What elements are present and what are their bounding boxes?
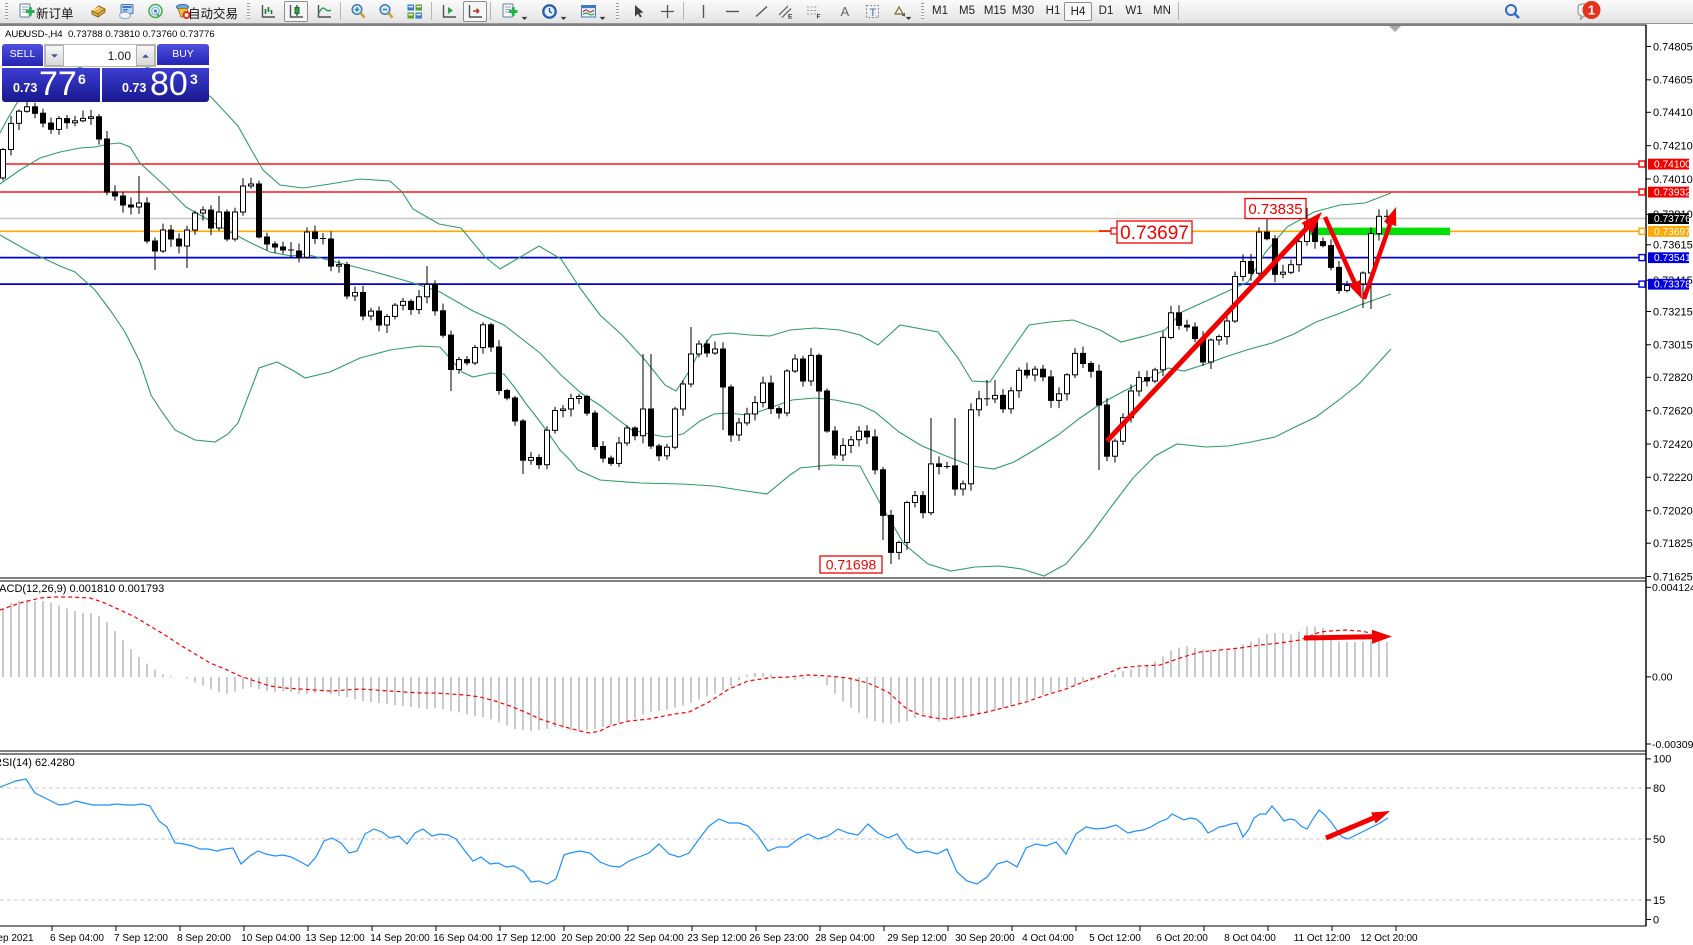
- svg-text:20 Sep 20:00: 20 Sep 20:00: [561, 933, 621, 944]
- svg-text:0.73776: 0.73776: [1654, 214, 1691, 225]
- svg-text:5 Oct 12:00: 5 Oct 12:00: [1089, 933, 1141, 944]
- svg-text:100: 100: [1653, 754, 1671, 766]
- svg-text:0.74210: 0.74210: [1653, 141, 1693, 153]
- svg-text:0.72420: 0.72420: [1653, 439, 1693, 451]
- svg-text:MACD(12,26,9) 0.001810 0.00179: MACD(12,26,9) 0.001810 0.001793: [0, 583, 164, 595]
- svg-text:6 Oct 20:00: 6 Oct 20:00: [1156, 933, 1208, 944]
- svg-text:1: 1: [1588, 2, 1595, 17]
- svg-text:F: F: [816, 14, 820, 21]
- svg-text:3 Sep 2021: 3 Sep 2021: [0, 933, 34, 944]
- svg-text:13 Sep 12:00: 13 Sep 12:00: [305, 933, 365, 944]
- svg-text:0.74010: 0.74010: [1653, 174, 1693, 186]
- svg-text:22 Sep 04:00: 22 Sep 04:00: [624, 933, 684, 944]
- svg-text:0.72220: 0.72220: [1653, 472, 1693, 484]
- svg-text:50: 50: [1653, 834, 1665, 846]
- svg-text:0.73932: 0.73932: [1654, 188, 1691, 199]
- svg-text:8 Oct 04:00: 8 Oct 04:00: [1224, 933, 1276, 944]
- svg-text:0.73697: 0.73697: [1654, 227, 1691, 238]
- svg-text:15: 15: [1653, 895, 1665, 907]
- svg-text:0: 0: [1653, 914, 1659, 926]
- svg-text:T: T: [869, 7, 876, 19]
- svg-text:26 Sep 23:00: 26 Sep 23:00: [749, 933, 809, 944]
- svg-text:A: A: [840, 4, 849, 19]
- svg-text:28 Sep 04:00: 28 Sep 04:00: [815, 933, 875, 944]
- svg-text:0.74805: 0.74805: [1653, 41, 1693, 53]
- svg-text:0.00: 0.00: [1652, 672, 1673, 684]
- svg-text:11 Oct 12:00: 11 Oct 12:00: [1294, 933, 1351, 944]
- svg-text:-0.003097: -0.003097: [1652, 739, 1693, 751]
- svg-text:0.73697: 0.73697: [1120, 223, 1189, 244]
- svg-text:0.74605: 0.74605: [1653, 75, 1693, 87]
- svg-text:0.73615: 0.73615: [1653, 240, 1693, 252]
- svg-text:0.73215: 0.73215: [1653, 306, 1693, 318]
- svg-text:RSI(14) 62.4280: RSI(14) 62.4280: [0, 757, 75, 769]
- svg-text:23 Sep 12:00: 23 Sep 12:00: [687, 933, 747, 944]
- svg-text:10 Sep 04:00: 10 Sep 04:00: [241, 933, 301, 944]
- svg-text:29 Sep 12:00: 29 Sep 12:00: [887, 933, 947, 944]
- svg-text:16 Sep 04:00: 16 Sep 04:00: [433, 933, 493, 944]
- svg-text:0.72020: 0.72020: [1653, 506, 1693, 518]
- svg-text:0.72620: 0.72620: [1653, 406, 1693, 418]
- svg-text:0.73541: 0.73541: [1654, 253, 1691, 264]
- svg-text:0.73015: 0.73015: [1653, 340, 1693, 352]
- svg-text:14 Sep 20:00: 14 Sep 20:00: [370, 933, 430, 944]
- svg-text:7 Sep 12:00: 7 Sep 12:00: [114, 933, 168, 944]
- svg-text:E: E: [788, 14, 793, 21]
- svg-text:0.71698: 0.71698: [826, 557, 877, 573]
- svg-text:6 Sep 04:00: 6 Sep 04:00: [50, 933, 104, 944]
- svg-text:0.71625: 0.71625: [1653, 571, 1693, 583]
- svg-text:0.72820: 0.72820: [1653, 372, 1693, 384]
- svg-text:4 Oct 04:00: 4 Oct 04:00: [1022, 933, 1074, 944]
- svg-text:0.73378: 0.73378: [1654, 280, 1691, 291]
- svg-text:0.74100: 0.74100: [1654, 160, 1691, 171]
- svg-text:80: 80: [1653, 783, 1665, 795]
- svg-text:0.74410: 0.74410: [1653, 107, 1693, 119]
- svg-text:8 Sep 20:00: 8 Sep 20:00: [177, 933, 231, 944]
- svg-text:17 Sep 12:00: 17 Sep 12:00: [496, 933, 556, 944]
- svg-text:0.004124: 0.004124: [1652, 582, 1693, 594]
- svg-text:0.73835: 0.73835: [1248, 201, 1302, 218]
- svg-text:30 Sep 20:00: 30 Sep 20:00: [955, 933, 1015, 944]
- svg-text:12 Oct 20:00: 12 Oct 20:00: [1360, 933, 1418, 944]
- svg-text:0.71825: 0.71825: [1653, 538, 1693, 550]
